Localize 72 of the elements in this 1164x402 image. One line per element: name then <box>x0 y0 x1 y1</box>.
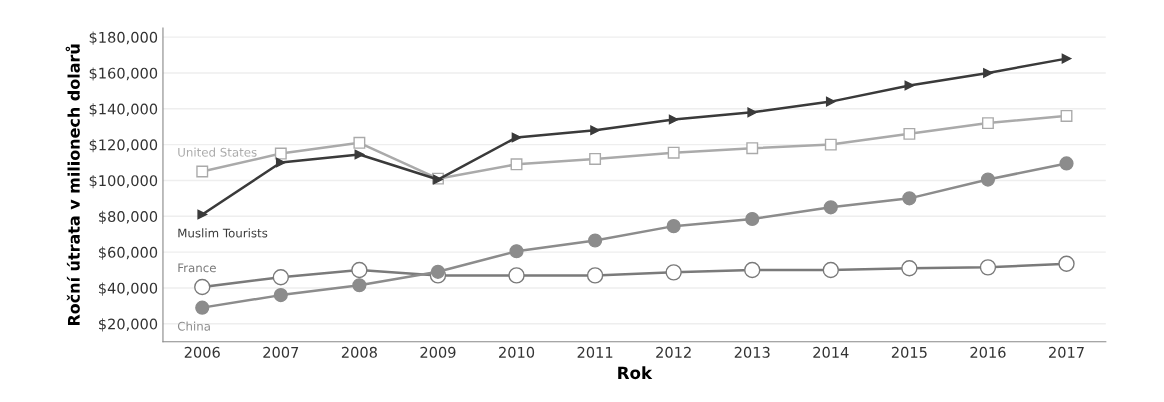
point <box>746 142 759 155</box>
x-tick-label: 2016 <box>970 346 1006 358</box>
y-tick-label: $20,000 <box>99 318 158 332</box>
x-tick-label: 2015 <box>891 346 927 358</box>
point <box>589 152 602 165</box>
point <box>979 259 997 276</box>
point <box>744 261 761 279</box>
x-tick-label: 2010 <box>499 346 535 358</box>
point <box>824 138 837 151</box>
x-tick-label: 2008 <box>341 346 377 358</box>
point <box>274 147 287 160</box>
point <box>508 267 525 284</box>
y-tick-label: $40,000 <box>99 282 158 296</box>
x-axis-title: Rok <box>618 366 653 380</box>
y-tick-label: $100,000 <box>89 174 158 189</box>
point <box>980 172 996 187</box>
point <box>668 114 679 125</box>
point <box>430 264 446 279</box>
y-tick-label: $120,000 <box>89 139 158 153</box>
point <box>904 80 915 91</box>
point <box>903 127 916 140</box>
point <box>983 68 993 78</box>
x-tick-label: 2017 <box>1049 346 1084 358</box>
point <box>588 233 603 248</box>
x-tick-label: 2007 <box>263 346 299 358</box>
point <box>273 288 288 303</box>
point <box>745 211 760 227</box>
point <box>1059 156 1074 171</box>
series-label: United States <box>178 147 257 157</box>
x-tick-label: 2011 <box>577 346 613 358</box>
point <box>666 219 681 234</box>
point <box>509 244 524 259</box>
point <box>510 158 523 171</box>
point <box>825 96 836 107</box>
point <box>354 149 365 160</box>
point <box>275 157 286 168</box>
point <box>1061 53 1072 64</box>
point <box>823 200 838 215</box>
point <box>747 107 758 118</box>
point <box>197 209 208 220</box>
y-tick-label: $60,000 <box>99 246 158 260</box>
point <box>351 261 368 279</box>
x-tick-label: 2012 <box>656 346 691 358</box>
point <box>196 165 209 178</box>
y-axis-title: Roční útrata v milionech dolarů <box>65 44 80 326</box>
point <box>511 132 522 143</box>
point <box>586 267 604 284</box>
point <box>901 260 918 277</box>
point <box>353 136 366 149</box>
point <box>352 278 367 293</box>
point <box>981 117 994 130</box>
point <box>272 269 290 286</box>
x-tick-label: 2014 <box>813 346 849 358</box>
series-label: China <box>177 321 210 331</box>
y-tick-label: $140,000 <box>89 103 158 117</box>
x-tick-label: 2006 <box>184 346 220 358</box>
y-tick-label: $180,000 <box>89 31 158 45</box>
point <box>822 261 840 279</box>
point <box>667 146 680 159</box>
y-tick-label: $80,000 <box>99 210 158 224</box>
series-label: France <box>178 263 216 273</box>
x-tick-label: 2013 <box>734 346 770 358</box>
point <box>665 264 682 281</box>
point <box>194 278 211 296</box>
point <box>590 125 600 136</box>
x-tick-label: 2009 <box>420 346 456 358</box>
y-tick-label: $160,000 <box>89 67 158 81</box>
point <box>195 300 210 315</box>
point <box>1060 109 1073 122</box>
point <box>902 191 917 206</box>
series-label: Muslim Tourists <box>178 228 268 238</box>
point <box>1058 255 1075 272</box>
